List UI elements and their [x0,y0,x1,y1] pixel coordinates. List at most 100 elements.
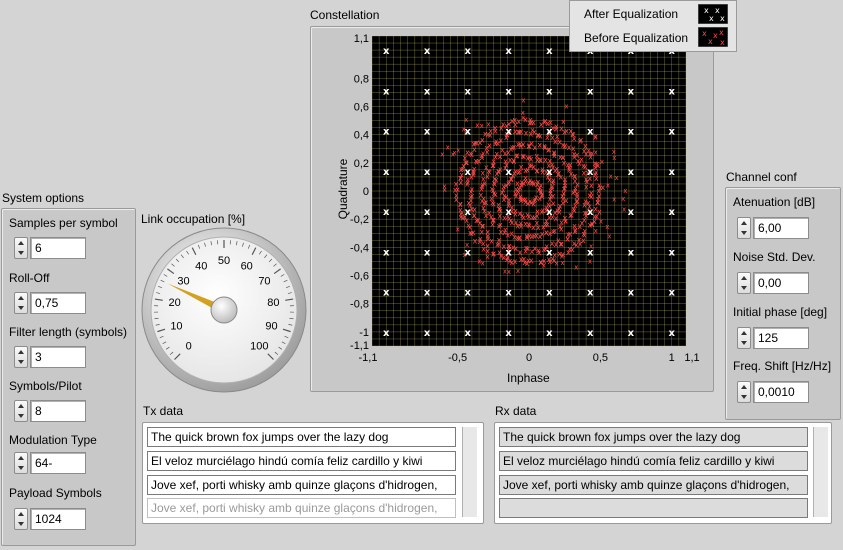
tx-line[interactable]: El veloz murciélago hindú comía feliz ca… [147,451,456,471]
before-eq-point: x [503,225,508,234]
before-eq-point: x [458,174,463,183]
rx-line[interactable]: El veloz murciélago hindú comía feliz ca… [499,451,808,471]
before-eq-point: x [605,223,609,231]
samples-per-symbol-control[interactable]: 6 [14,237,86,259]
after-eq-point: x [546,288,553,299]
tx-line[interactable]: The quick brown fox jumps over the lazy … [147,427,456,447]
legend-after[interactable]: After Equalization x x x x [570,2,730,26]
before-eq-point: x [532,231,537,240]
noise-std-control[interactable]: 0,00 [737,272,809,294]
before-eq-point: x [621,195,625,203]
before-eq-point: x [525,233,530,242]
modulation-type-spinner[interactable] [14,452,28,474]
before-eq-point: x [569,211,574,220]
before-eq-point: x [550,213,555,222]
freq-shift-spinner[interactable] [737,381,751,403]
after-eq-point: x [505,167,512,178]
tx-line[interactable]: Jove xef, porti whisky amb quinze glaçon… [147,498,456,518]
before-eq-point: x [519,127,524,136]
samples-per-symbol-input[interactable]: 6 [30,237,86,259]
before-eq-point: x [480,221,485,230]
before-eq-point: x [505,231,510,240]
before-eq-point: x [589,243,593,251]
initial-phase-input[interactable]: 125 [753,327,809,349]
before-eq-point: x [529,256,534,265]
samples-per-symbol-spinner[interactable] [14,237,28,259]
initial-phase-spinner[interactable] [737,327,751,349]
tx-line[interactable]: Jove xef, porti whisky amb quinze glaçon… [147,475,456,495]
roll-off-control[interactable]: 0,75 [14,292,86,314]
noise-std-input[interactable]: 0,00 [753,272,809,294]
symbols-pilot-control[interactable]: 8 [14,400,86,422]
before-eq-point: x [521,213,526,222]
before-eq-point: x [516,140,521,149]
tx-data-list[interactable]: The quick brown fox jumps over the lazy … [142,422,484,524]
before-eq-point: x [560,192,565,201]
rx-line[interactable]: Jove xef, porti whisky amb quinze glaçon… [499,475,808,495]
before-eq-point: x [485,232,490,241]
before-eq-point: x [555,206,560,215]
roll-off-spinner[interactable] [14,292,28,314]
noise-std-spinner[interactable] [737,272,751,294]
payload-symbols-input[interactable]: 1024 [30,508,86,530]
before-eq-point: x [469,229,474,238]
rx-line[interactable] [499,498,808,518]
attenuation-spinner[interactable] [737,217,751,239]
filter-length-input[interactable]: 3 [30,346,86,368]
before-eq-point: x [471,170,476,179]
attenuation-input[interactable]: 6,00 [753,217,809,239]
payload-symbols-control[interactable]: 1024 [14,508,86,530]
rx-line[interactable]: The quick brown fox jumps over the lazy … [499,427,808,447]
modulation-type-control[interactable]: 64- [14,452,86,474]
before-eq-point: x [597,191,602,200]
before-eq-point: x [597,181,602,190]
filter-length-control[interactable]: 3 [14,346,86,368]
rx-data-list[interactable]: The quick brown fox jumps over the lazy … [494,422,832,524]
filter-length-spinner[interactable] [14,346,28,368]
before-eq-point: x [509,203,514,212]
before-eq-point: x [512,233,517,242]
tx-scrollbar[interactable] [462,427,477,517]
constellation-legend[interactable]: After Equalization x x x x Before Equali… [569,0,737,52]
before-eq-point: x [491,186,496,195]
symbols-pilot-input[interactable]: 8 [30,400,86,422]
before-eq-point: x [583,141,588,150]
after-eq-point: x [505,86,512,97]
freq-shift-input[interactable]: 0,0010 [753,381,809,403]
before-eq-point: x [518,140,523,149]
before-eq-point: x [468,193,473,202]
initial-phase-control[interactable]: 125 [737,327,809,349]
before-eq-point: x [531,199,536,208]
before-eq-point: x [491,249,496,258]
before-eq-point: x [544,217,549,226]
before-eq-point: x [565,235,570,244]
before-eq-point: x [471,168,476,177]
before-eq-point: x [542,143,547,152]
before-eq-point: x [492,178,497,187]
roll-off-input[interactable]: 0,75 [30,292,86,314]
before-eq-point: x [462,154,467,163]
before-eq-point: x [505,255,510,264]
y-tick-label: -1,1 [350,340,369,352]
before-eq-point: x [595,161,600,170]
payload-symbols-spinner[interactable] [14,508,28,530]
symbols-pilot-spinner[interactable] [14,400,28,422]
legend-before-swatch: x x x x x [698,27,728,47]
before-eq-point: x [508,156,513,165]
before-eq-point: x [581,162,586,171]
svg-text:x: x [704,6,709,15]
modulation-type-input[interactable]: 64- [30,452,86,474]
after-eq-point: x [424,247,431,258]
freq-shift-control[interactable]: 0,0010 [737,381,809,403]
before-eq-point: x [523,246,528,255]
before-eq-point: x [509,216,514,225]
before-eq-point: x [530,126,535,135]
before-eq-point: x [561,141,566,150]
attenuation-control[interactable]: 6,00 [737,217,809,239]
gauge-hub [210,296,238,324]
legend-before[interactable]: Before Equalization x x x x x [570,26,730,50]
before-eq-point: x [503,157,508,166]
before-eq-point: x [579,155,584,164]
after-eq-point: x [505,247,512,258]
rx-scrollbar[interactable] [813,427,828,517]
